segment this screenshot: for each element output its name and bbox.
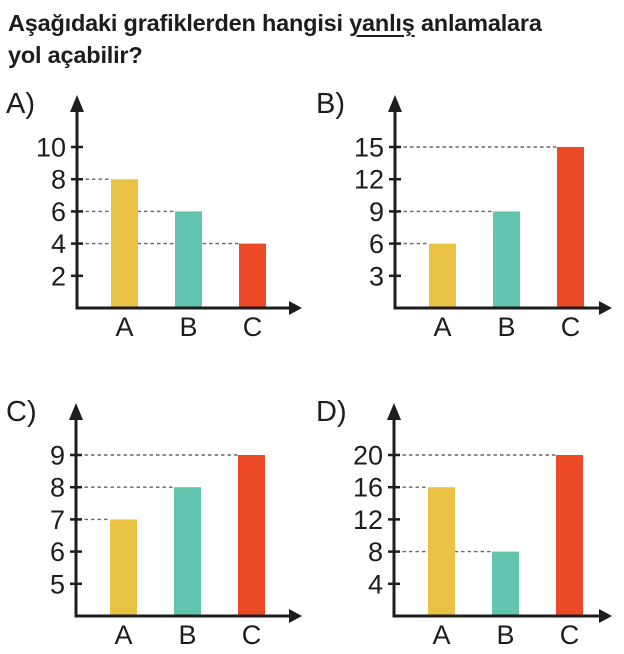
category-label-B: B	[497, 312, 515, 342]
y-axis-arrow	[69, 403, 83, 420]
category-label-A: A	[432, 620, 450, 650]
question-line1-after: anlamalara	[414, 10, 542, 36]
y-tick-label: 20	[353, 441, 383, 471]
y-tick-label: 4	[51, 229, 66, 259]
chart-cell-b: 3 6 9 12 15 A B C B)	[310, 88, 624, 346]
question-text: Aşağıdaki grafiklerden hangisi yanlış an…	[8, 7, 618, 71]
bar-C	[557, 147, 584, 308]
chart-cell-a: 2 4 6 8 10 A B C A)	[0, 88, 314, 346]
x-axis-arrow	[289, 301, 302, 315]
question-underlined-word: yanlış	[349, 10, 415, 36]
category-label-A: A	[433, 312, 451, 342]
bar-A	[110, 519, 137, 616]
category-label-A: A	[114, 620, 132, 650]
y-tick-label: 16	[353, 473, 383, 503]
y-tick-label: 12	[353, 505, 383, 535]
bar-A	[428, 487, 455, 616]
y-tick-label: 8	[51, 165, 66, 195]
y-tick-label: 15	[354, 133, 384, 163]
y-axis-arrow	[70, 95, 84, 112]
y-tick-label: 3	[369, 261, 384, 291]
bar-B	[492, 551, 519, 616]
category-label-C: C	[243, 312, 263, 342]
question-line-2: yol açabilir?	[8, 42, 143, 68]
y-tick-label: 6	[50, 537, 65, 567]
question-line1-before: Aşağıdaki grafiklerden hangisi	[8, 10, 350, 36]
bar-C	[556, 455, 583, 616]
category-label-B: B	[179, 312, 197, 342]
y-axis-arrow	[387, 403, 401, 420]
y-tick-label: 5	[50, 569, 65, 599]
x-axis-arrow	[289, 609, 302, 623]
bar-B	[174, 487, 201, 616]
y-tick-label: 8	[368, 537, 383, 567]
category-label-B: B	[178, 620, 196, 650]
y-tick-label: 9	[369, 197, 384, 227]
y-tick-label: 10	[36, 133, 66, 163]
category-label-C: C	[242, 620, 262, 650]
y-tick-label: 4	[368, 569, 383, 599]
option-label-d: D)	[316, 396, 347, 428]
option-label-c: C)	[6, 396, 37, 428]
option-label-b: B)	[316, 88, 345, 120]
chart-cell-d: 4 8 12 16 20 A B C D)	[310, 396, 624, 654]
bar-B	[175, 211, 202, 308]
y-tick-label: 6	[369, 229, 384, 259]
question-line-1: Aşağıdaki grafiklerden hangisi yanlış an…	[8, 7, 618, 39]
bar-A	[111, 179, 138, 308]
bar-C	[238, 455, 265, 616]
x-axis-arrow	[599, 609, 612, 623]
y-tick-label: 12	[354, 165, 384, 195]
category-label-C: C	[561, 312, 581, 342]
y-tick-label: 8	[50, 473, 65, 503]
x-axis-arrow	[599, 301, 612, 315]
category-label-A: A	[115, 312, 133, 342]
y-tick-label: 2	[51, 261, 66, 291]
bar-B	[493, 211, 520, 308]
option-label-a: A)	[6, 88, 35, 120]
y-tick-label: 9	[50, 441, 65, 471]
category-label-B: B	[496, 620, 514, 650]
y-axis-arrow	[388, 95, 402, 112]
y-tick-label: 6	[51, 197, 66, 227]
bar-A	[429, 243, 456, 308]
y-tick-label: 7	[50, 505, 65, 535]
bar-C	[239, 243, 266, 308]
category-label-C: C	[560, 620, 580, 650]
